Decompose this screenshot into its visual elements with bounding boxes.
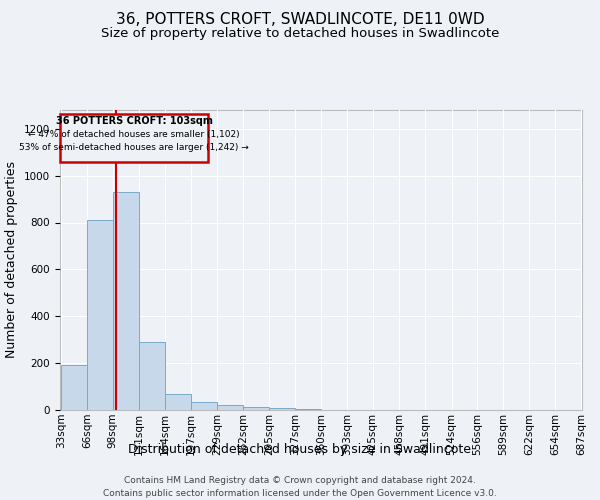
Bar bbox=[87, 220, 113, 410]
Text: Contains public sector information licensed under the Open Government Licence v3: Contains public sector information licen… bbox=[103, 489, 497, 498]
Bar bbox=[113, 192, 139, 410]
Text: 36 POTTERS CROFT: 103sqm: 36 POTTERS CROFT: 103sqm bbox=[56, 116, 212, 126]
Bar bbox=[139, 342, 165, 410]
Text: Size of property relative to detached houses in Swadlincote: Size of property relative to detached ho… bbox=[101, 28, 499, 40]
Bar bbox=[269, 408, 295, 410]
Text: 53% of semi-detached houses are larger (1,242) →: 53% of semi-detached houses are larger (… bbox=[19, 144, 249, 152]
Bar bbox=[165, 394, 191, 410]
Bar bbox=[217, 406, 243, 410]
Text: Contains HM Land Registry data © Crown copyright and database right 2024.: Contains HM Land Registry data © Crown c… bbox=[124, 476, 476, 485]
Text: ← 47% of detached houses are smaller (1,102): ← 47% of detached houses are smaller (1,… bbox=[28, 130, 240, 140]
Bar bbox=[191, 402, 217, 410]
Bar bbox=[243, 407, 269, 410]
Text: Distribution of detached houses by size in Swadlincote: Distribution of detached houses by size … bbox=[128, 442, 472, 456]
Bar bbox=[61, 366, 87, 410]
Y-axis label: Number of detached properties: Number of detached properties bbox=[5, 162, 19, 358]
Bar bbox=[295, 409, 321, 410]
Bar bbox=[61, 114, 208, 162]
Text: 36, POTTERS CROFT, SWADLINCOTE, DE11 0WD: 36, POTTERS CROFT, SWADLINCOTE, DE11 0WD bbox=[116, 12, 484, 28]
